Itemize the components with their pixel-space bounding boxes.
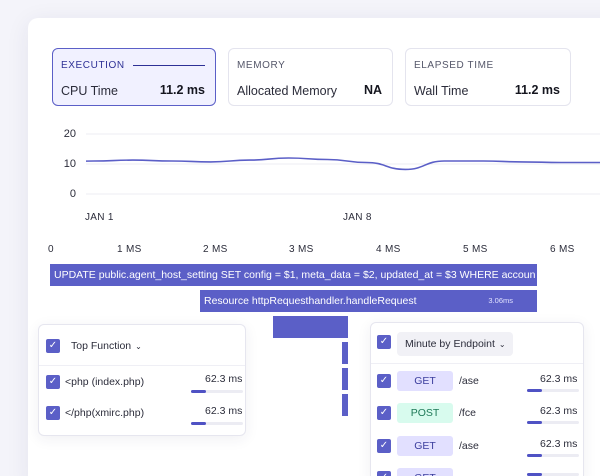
endpoint-card: ✓ Minute by Endpoint ⌄ ✓ GET /ase 62.3 ms… xyxy=(370,322,584,476)
metric-label: EXECUTION xyxy=(61,60,125,71)
time-bar-fill xyxy=(191,422,206,425)
trace-span-child[interactable] xyxy=(342,394,348,416)
metric-name: Wall Time xyxy=(414,84,469,98)
function-name: <php (index.php) xyxy=(65,376,145,388)
timeline-tick: 6 MS xyxy=(550,244,575,255)
time-bar-fill xyxy=(527,389,542,392)
trace-span-child[interactable] xyxy=(342,342,348,364)
endpoint-path: /fce xyxy=(459,407,476,419)
endpoint-time: 62.3 ms xyxy=(540,373,578,385)
divider xyxy=(39,365,245,366)
endpoint-dropdown[interactable]: Minute by Endpoint ⌄ xyxy=(397,332,513,356)
function-time: 62.3 ms xyxy=(205,373,243,385)
endpoint-time: 62.3 ms xyxy=(540,438,578,450)
time-bar xyxy=(527,454,579,457)
timeline-tick: 0 xyxy=(48,244,54,255)
dropdown-label: Top Function xyxy=(71,340,132,352)
metric-card-elapsed-time[interactable]: ELAPSED TIME Wall Time 11.2 ms xyxy=(405,48,571,106)
series-line xyxy=(86,157,600,171)
select-all-checkbox[interactable]: ✓ xyxy=(46,339,60,353)
trace-span-child[interactable] xyxy=(342,368,348,390)
time-bar-fill xyxy=(527,454,542,457)
function-name: </php(xmirc.php) xyxy=(65,407,145,419)
metric-label: ELAPSED TIME xyxy=(414,60,494,71)
timeline-tick: 3 MS xyxy=(289,244,314,255)
x-axis-date-label: JAN 1 xyxy=(85,212,114,223)
top-function-card: ✓ Top Function ⌄ ✓ <php (index.php) 62.3 … xyxy=(38,324,246,436)
time-bar xyxy=(527,473,579,476)
metric-value: 11.2 ms xyxy=(159,83,205,97)
time-bar xyxy=(191,390,243,393)
time-bar xyxy=(191,422,243,425)
chevron-down-icon: ⌄ xyxy=(135,342,142,351)
timeline-tick: 4 MS xyxy=(376,244,401,255)
function-time: 62.3 ms xyxy=(205,405,243,417)
row-checkbox[interactable]: ✓ xyxy=(377,439,391,453)
http-method-badge: POST xyxy=(397,403,453,423)
trace-span-child[interactable] xyxy=(273,316,348,338)
select-all-checkbox[interactable]: ✓ xyxy=(377,335,391,349)
row-checkbox[interactable]: ✓ xyxy=(46,406,60,420)
time-bar-fill xyxy=(191,390,206,393)
span-label: UPDATE public.agent_host_setting SET con… xyxy=(54,269,536,281)
top-function-dropdown[interactable]: Top Function ⌄ xyxy=(71,340,142,352)
y-tick-label: 10 xyxy=(63,158,76,170)
active-indicator-line xyxy=(133,65,205,66)
line-chart-svg xyxy=(86,133,600,195)
metric-name: CPU Time xyxy=(61,84,118,98)
endpoint-time: 62.3 ms xyxy=(540,405,578,417)
time-bar-fill xyxy=(527,421,542,424)
trace-span-http-request[interactable]: Resource httpRequesthandler.handleReques… xyxy=(200,290,537,312)
y-tick-label: 0 xyxy=(69,188,76,200)
metric-name: Allocated Memory xyxy=(237,84,338,98)
span-duration: 3.06ms xyxy=(488,296,513,305)
endpoint-path: /ase xyxy=(459,440,479,452)
x-axis-date-label: JAN 8 xyxy=(343,212,372,223)
metric-card-memory[interactable]: MEMORY Allocated Memory NA xyxy=(228,48,393,106)
metric-card-execution[interactable]: EXECUTION CPU Time 11.2 ms xyxy=(52,48,216,106)
http-method-badge: GET xyxy=(397,371,453,391)
y-tick-label: 20 xyxy=(63,128,76,140)
time-bar xyxy=(527,389,579,392)
row-checkbox[interactable]: ✓ xyxy=(377,471,391,476)
row-checkbox[interactable]: ✓ xyxy=(46,375,60,389)
chevron-down-icon: ⌄ xyxy=(498,340,506,349)
http-method-badge: GET xyxy=(397,436,453,456)
time-bar-fill xyxy=(527,473,542,476)
trace-span-sql-update[interactable]: UPDATE public.agent_host_setting SET con… xyxy=(50,264,537,286)
span-label: Resource httpRequesthandler.handleReques… xyxy=(204,295,417,307)
time-bar xyxy=(527,421,579,424)
divider xyxy=(371,363,583,364)
metric-value: NA xyxy=(363,83,382,97)
metric-value: 11.2 ms xyxy=(514,83,560,97)
dropdown-label: Minute by Endpoint xyxy=(405,338,495,350)
row-checkbox[interactable]: ✓ xyxy=(377,406,391,420)
timeline-tick: 2 MS xyxy=(203,244,228,255)
timeline-tick: 1 MS xyxy=(117,244,142,255)
endpoint-path: /ase xyxy=(459,375,479,387)
http-method-badge: GET xyxy=(397,468,453,476)
row-checkbox[interactable]: ✓ xyxy=(377,374,391,388)
metric-label: MEMORY xyxy=(237,60,286,71)
timeline-tick: 5 MS xyxy=(463,244,488,255)
